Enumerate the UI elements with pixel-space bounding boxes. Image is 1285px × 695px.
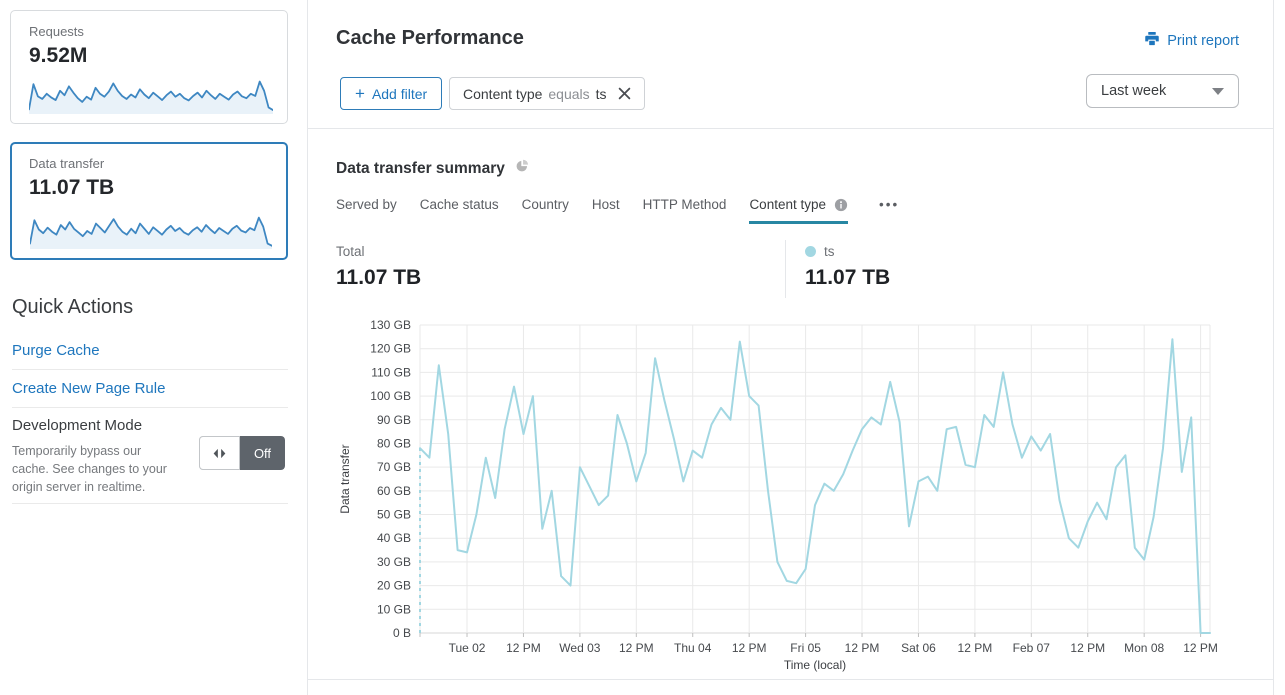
svg-text:30 GB: 30 GB <box>377 555 411 569</box>
legend-dot <box>805 246 816 257</box>
filter-chip-field: Content type <box>463 85 543 102</box>
tab-country[interactable]: Country <box>522 197 569 224</box>
filter-chip-operator: equals <box>548 85 590 102</box>
summary-title: Data transfer summary <box>336 159 505 177</box>
legend-series-name: ts <box>824 244 835 259</box>
svg-text:20 GB: 20 GB <box>377 579 411 593</box>
svg-text:50 GB: 50 GB <box>377 508 411 522</box>
summary-tabs: Served by Cache status Country Host HTTP Met… <box>336 197 899 224</box>
svg-text:Sat 06: Sat 06 <box>901 641 936 655</box>
svg-text:Data transfer: Data transfer <box>338 444 352 513</box>
add-filter-button[interactable]: + Add filter <box>340 77 443 110</box>
close-icon[interactable] <box>618 87 631 100</box>
add-filter-label: Add filter <box>371 85 428 102</box>
svg-text:10 GB: 10 GB <box>377 602 411 616</box>
print-report-button[interactable]: Print report <box>1144 31 1239 50</box>
filter-chip-content-type[interactable]: Content type equals ts <box>449 77 645 110</box>
svg-text:110 GB: 110 GB <box>371 365 411 379</box>
development-mode-label: Development Mode <box>12 417 143 434</box>
time-range-value: Last week <box>1101 83 1167 99</box>
toggle-state-label: Off <box>240 436 285 470</box>
plus-icon: + <box>355 84 365 103</box>
svg-text:12 PM: 12 PM <box>1070 641 1105 655</box>
svg-text:12 PM: 12 PM <box>506 641 541 655</box>
info-icon[interactable] <box>834 198 848 212</box>
tab-label: Content type <box>749 197 826 212</box>
requests-metric-card[interactable]: Requests 9.52M <box>10 10 288 124</box>
svg-text:100 GB: 100 GB <box>370 389 411 403</box>
svg-text:Mon 08: Mon 08 <box>1124 641 1164 655</box>
data-transfer-sparkline <box>30 209 272 249</box>
svg-text:120 GB: 120 GB <box>370 342 411 356</box>
tab-http-method[interactable]: HTTP Method <box>643 197 727 224</box>
time-range-select[interactable]: Last week <box>1086 74 1239 108</box>
tab-cache-status[interactable]: Cache status <box>420 197 499 224</box>
requests-card-label: Requests <box>29 24 84 39</box>
svg-text:12 PM: 12 PM <box>845 641 880 655</box>
purge-cache-link[interactable]: Purge Cache <box>12 342 100 359</box>
header-divider <box>308 128 1273 129</box>
filter-chip-value: ts <box>595 85 607 102</box>
legend-series-value: 11.07 TB <box>805 266 891 289</box>
svg-text:80 GB: 80 GB <box>377 436 411 450</box>
content-right-border <box>1273 0 1274 695</box>
tab-host[interactable]: Host <box>592 197 620 224</box>
divider <box>12 369 288 370</box>
caret-down-icon <box>1212 87 1224 95</box>
printer-icon <box>1144 31 1160 50</box>
tab-served-by[interactable]: Served by <box>336 197 397 224</box>
total-label: Total <box>336 244 365 259</box>
svg-text:90 GB: 90 GB <box>377 413 411 427</box>
print-report-label: Print report <box>1167 32 1239 49</box>
svg-text:12 PM: 12 PM <box>1183 641 1218 655</box>
svg-text:Fri 05: Fri 05 <box>790 641 821 655</box>
svg-text:12 PM: 12 PM <box>619 641 654 655</box>
ts-series-line <box>419 338 1211 634</box>
tab-label: Country <box>521 197 569 212</box>
development-mode-toggle[interactable]: Off <box>199 436 285 470</box>
tab-content-type[interactable]: Content type <box>749 197 848 224</box>
svg-text:40 GB: 40 GB <box>377 531 411 545</box>
stats-divider <box>785 240 786 298</box>
page-title: Cache Performance <box>336 27 524 49</box>
data-transfer-card-value: 11.07 TB <box>29 176 115 199</box>
section-bottom-divider <box>308 679 1273 680</box>
svg-text:Wed 03: Wed 03 <box>559 641 600 655</box>
svg-text:Time (local): Time (local) <box>784 658 846 672</box>
development-mode-description: Temporarily bypass our cache. See change… <box>12 444 167 495</box>
svg-text:70 GB: 70 GB <box>377 460 411 474</box>
quick-actions-title: Quick Actions <box>12 296 134 318</box>
svg-text:12 PM: 12 PM <box>958 641 993 655</box>
svg-text:60 GB: 60 GB <box>377 484 411 498</box>
svg-text:Thu 04: Thu 04 <box>674 641 712 655</box>
pie-chart-icon <box>515 159 529 178</box>
create-page-rule-link[interactable]: Create New Page Rule <box>12 380 166 397</box>
data-transfer-chart[interactable]: 0 B 10 GB 20 GB 30 GB 40 GB 50 GB 60 GB 70 GB 80… <box>335 314 1230 686</box>
data-transfer-card-label: Data transfer <box>29 156 105 171</box>
total-value: 11.07 TB <box>336 266 422 289</box>
divider <box>12 503 288 504</box>
tab-label: Served by <box>336 197 397 212</box>
legend-item-ts[interactable]: ts <box>805 244 835 259</box>
tab-label: HTTP Method <box>642 197 727 212</box>
svg-text:Feb 07: Feb 07 <box>1013 641 1051 655</box>
svg-text:0 B: 0 B <box>393 626 411 640</box>
left-right-arrows-icon <box>199 436 240 470</box>
requests-card-value: 9.52M <box>29 44 88 67</box>
tab-label: Cache status <box>419 197 499 212</box>
more-dimensions-icon[interactable]: ••• <box>879 197 900 212</box>
divider <box>12 407 288 408</box>
data-transfer-metric-card[interactable]: Data transfer 11.07 TB <box>10 142 288 260</box>
tab-label: Host <box>591 197 620 212</box>
requests-sparkline <box>29 74 273 114</box>
sidebar-divider <box>307 0 308 695</box>
svg-text:12 PM: 12 PM <box>732 641 767 655</box>
svg-text:130 GB: 130 GB <box>370 318 411 332</box>
svg-text:Tue 02: Tue 02 <box>449 641 486 655</box>
